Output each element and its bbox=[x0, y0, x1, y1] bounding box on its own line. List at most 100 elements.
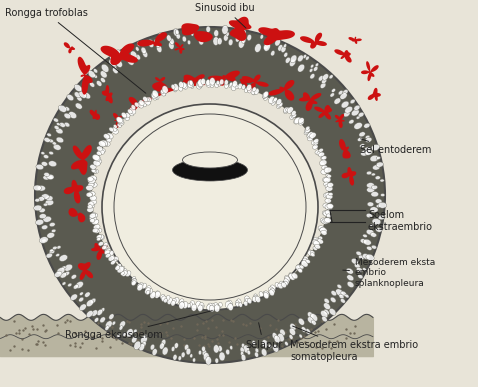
Ellipse shape bbox=[362, 253, 370, 259]
Ellipse shape bbox=[162, 339, 166, 346]
Ellipse shape bbox=[324, 167, 332, 173]
Polygon shape bbox=[268, 80, 294, 101]
Ellipse shape bbox=[202, 350, 206, 356]
Ellipse shape bbox=[289, 274, 295, 280]
Ellipse shape bbox=[310, 313, 317, 322]
Polygon shape bbox=[174, 42, 185, 54]
Ellipse shape bbox=[300, 265, 304, 269]
Ellipse shape bbox=[380, 194, 385, 197]
Ellipse shape bbox=[43, 203, 48, 206]
Ellipse shape bbox=[372, 219, 381, 225]
Ellipse shape bbox=[117, 334, 120, 338]
Ellipse shape bbox=[182, 82, 186, 88]
Ellipse shape bbox=[363, 239, 371, 245]
Ellipse shape bbox=[144, 99, 151, 105]
Text: Mesoderem ekstra embrio
somatopleura: Mesoderem ekstra embrio somatopleura bbox=[290, 326, 418, 361]
Ellipse shape bbox=[275, 39, 281, 46]
Ellipse shape bbox=[97, 309, 103, 315]
Ellipse shape bbox=[292, 273, 298, 279]
Ellipse shape bbox=[323, 177, 329, 182]
Ellipse shape bbox=[255, 44, 261, 52]
Ellipse shape bbox=[47, 133, 51, 137]
Ellipse shape bbox=[52, 229, 56, 233]
Ellipse shape bbox=[98, 141, 106, 147]
Ellipse shape bbox=[229, 83, 233, 88]
Ellipse shape bbox=[71, 294, 77, 300]
Ellipse shape bbox=[125, 271, 131, 277]
Ellipse shape bbox=[42, 239, 46, 242]
Ellipse shape bbox=[247, 350, 250, 355]
Ellipse shape bbox=[131, 105, 136, 110]
Ellipse shape bbox=[198, 305, 203, 312]
Ellipse shape bbox=[146, 286, 151, 292]
Ellipse shape bbox=[320, 83, 326, 88]
Ellipse shape bbox=[241, 343, 245, 348]
Ellipse shape bbox=[179, 299, 184, 305]
Ellipse shape bbox=[283, 109, 288, 114]
Ellipse shape bbox=[136, 55, 141, 60]
Ellipse shape bbox=[241, 354, 246, 361]
Ellipse shape bbox=[367, 171, 372, 175]
Ellipse shape bbox=[206, 356, 211, 365]
Ellipse shape bbox=[243, 345, 249, 353]
Ellipse shape bbox=[93, 169, 98, 173]
Ellipse shape bbox=[182, 36, 186, 42]
Ellipse shape bbox=[213, 303, 218, 310]
Ellipse shape bbox=[175, 30, 179, 35]
Ellipse shape bbox=[89, 215, 97, 221]
Ellipse shape bbox=[263, 91, 269, 98]
Ellipse shape bbox=[356, 116, 360, 119]
Ellipse shape bbox=[88, 191, 95, 196]
Ellipse shape bbox=[259, 291, 263, 297]
Ellipse shape bbox=[271, 285, 276, 291]
Ellipse shape bbox=[35, 27, 385, 363]
Ellipse shape bbox=[109, 127, 114, 132]
Ellipse shape bbox=[102, 104, 318, 310]
Ellipse shape bbox=[43, 155, 49, 159]
Ellipse shape bbox=[319, 228, 325, 232]
Ellipse shape bbox=[187, 303, 191, 308]
Ellipse shape bbox=[143, 96, 148, 102]
Ellipse shape bbox=[164, 298, 167, 303]
Ellipse shape bbox=[152, 292, 155, 296]
Ellipse shape bbox=[322, 316, 327, 322]
Ellipse shape bbox=[370, 155, 379, 162]
Ellipse shape bbox=[183, 152, 238, 168]
Ellipse shape bbox=[312, 320, 316, 325]
Ellipse shape bbox=[217, 305, 220, 310]
Polygon shape bbox=[339, 139, 351, 158]
Ellipse shape bbox=[197, 80, 203, 87]
Ellipse shape bbox=[254, 295, 258, 300]
Ellipse shape bbox=[92, 228, 98, 233]
Ellipse shape bbox=[204, 353, 209, 361]
Ellipse shape bbox=[371, 192, 379, 197]
Ellipse shape bbox=[198, 79, 204, 87]
Ellipse shape bbox=[298, 268, 303, 273]
Ellipse shape bbox=[131, 336, 137, 343]
Ellipse shape bbox=[139, 344, 144, 351]
Ellipse shape bbox=[305, 126, 310, 130]
Ellipse shape bbox=[344, 111, 350, 117]
Ellipse shape bbox=[206, 26, 210, 33]
Ellipse shape bbox=[117, 123, 121, 127]
Ellipse shape bbox=[242, 30, 246, 35]
Ellipse shape bbox=[254, 88, 259, 94]
Ellipse shape bbox=[121, 269, 127, 274]
Ellipse shape bbox=[296, 265, 303, 271]
Ellipse shape bbox=[228, 39, 233, 46]
Ellipse shape bbox=[199, 38, 204, 45]
Polygon shape bbox=[152, 82, 178, 104]
Ellipse shape bbox=[307, 317, 314, 324]
Polygon shape bbox=[89, 110, 100, 120]
Ellipse shape bbox=[329, 75, 333, 79]
Ellipse shape bbox=[35, 219, 43, 225]
Ellipse shape bbox=[47, 176, 53, 180]
Ellipse shape bbox=[171, 300, 175, 306]
Ellipse shape bbox=[201, 79, 206, 85]
Ellipse shape bbox=[112, 257, 118, 262]
Ellipse shape bbox=[173, 354, 177, 360]
Ellipse shape bbox=[215, 358, 218, 363]
Ellipse shape bbox=[371, 245, 377, 249]
Ellipse shape bbox=[36, 164, 43, 170]
Ellipse shape bbox=[92, 83, 328, 307]
